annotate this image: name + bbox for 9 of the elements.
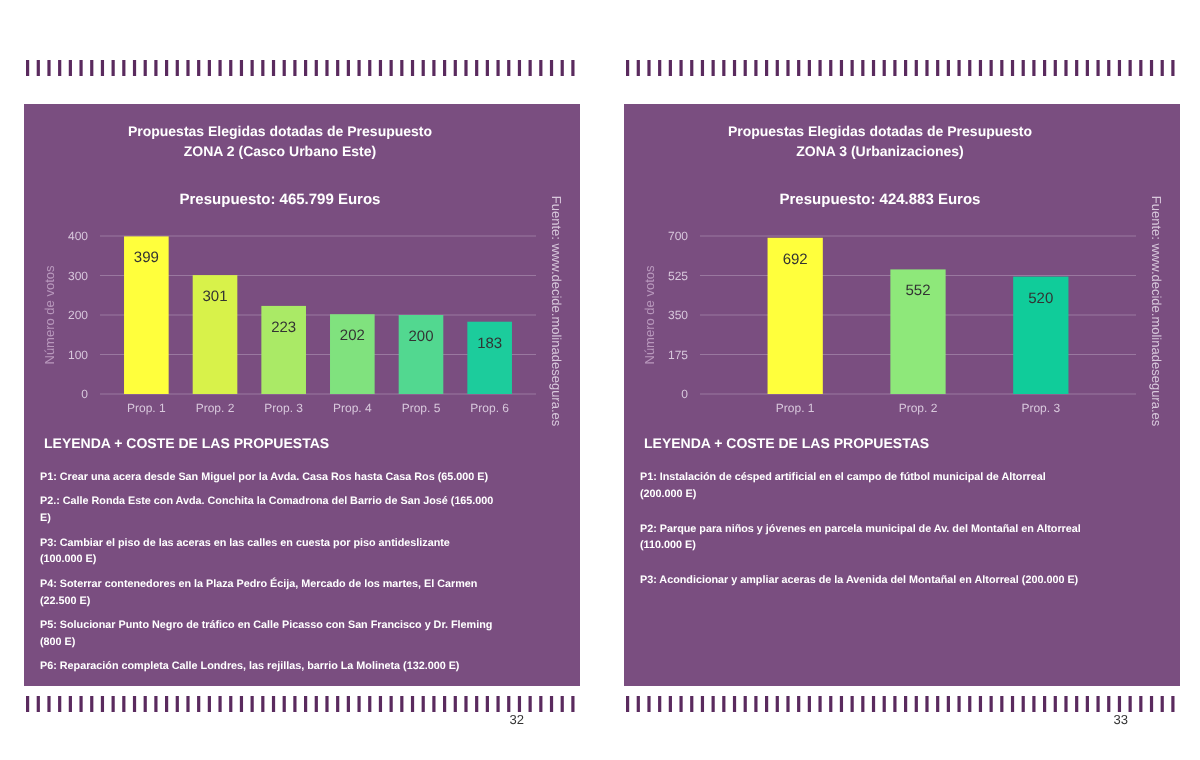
- bar: [261, 305, 306, 394]
- bar: [890, 269, 946, 394]
- bar: [1013, 276, 1069, 394]
- bar: [330, 314, 375, 394]
- bar: [192, 275, 238, 394]
- bar: [124, 236, 169, 394]
- bar: [398, 315, 444, 394]
- bar: [467, 321, 512, 394]
- bar: [767, 237, 823, 394]
